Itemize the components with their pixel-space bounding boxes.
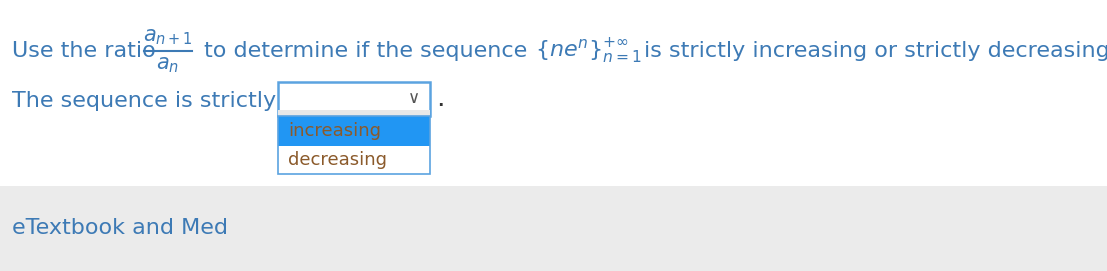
Text: decreasing: decreasing	[288, 151, 387, 169]
Text: Use the ratio: Use the ratio	[12, 41, 156, 61]
Text: $a_{n+1}$: $a_{n+1}$	[143, 27, 193, 47]
Bar	[278, 82, 430, 116]
Text: ∨: ∨	[408, 89, 420, 107]
Text: to determine if the sequence: to determine if the sequence	[204, 41, 527, 61]
Bar	[278, 110, 430, 116]
Text: The sequence is strictly: The sequence is strictly	[12, 91, 276, 111]
Bar	[278, 116, 430, 174]
Text: increasing: increasing	[288, 122, 381, 140]
Bar	[278, 116, 430, 146]
Bar	[278, 146, 430, 174]
Text: $\{ne^n\}_{n=1}^{+\infty}$: $\{ne^n\}_{n=1}^{+\infty}$	[535, 36, 642, 66]
Text: .: .	[436, 86, 445, 112]
Text: $a_n$: $a_n$	[156, 55, 179, 75]
Bar	[0, 186, 1107, 271]
Text: is strictly increasing or strictly decreasing.: is strictly increasing or strictly decre…	[644, 41, 1107, 61]
Text: eTextbook and Med: eTextbook and Med	[12, 218, 228, 238]
